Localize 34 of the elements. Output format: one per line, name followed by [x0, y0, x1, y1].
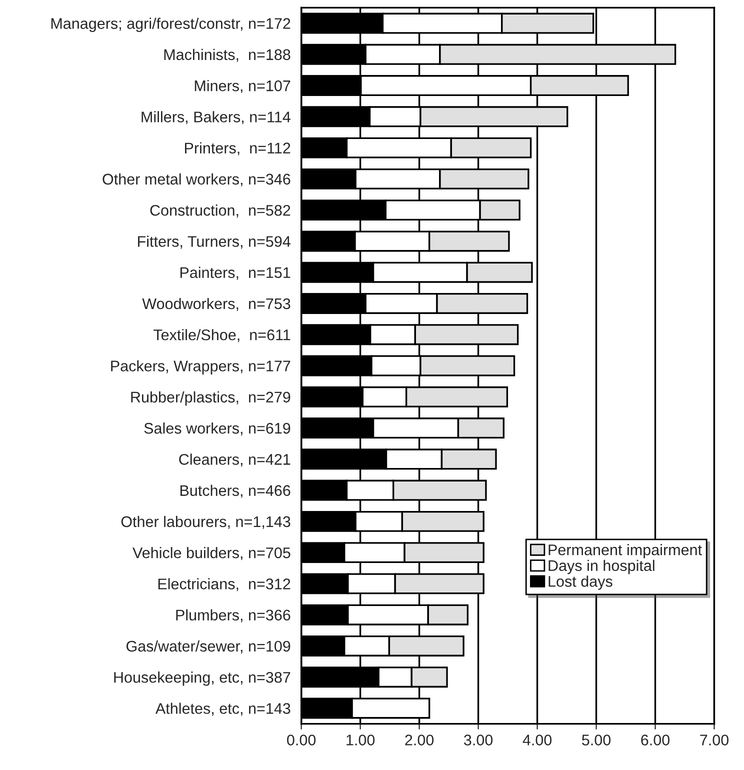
y-tick-label: Construction, n=582	[150, 204, 290, 218]
x-tick-label: 0.00	[287, 734, 316, 746]
y-tick-label: Housekeeping, etc, n=387	[114, 672, 290, 686]
y-tick-label: Plumbers, n=366	[176, 609, 290, 622]
x-tick-label: 4.00	[522, 734, 552, 746]
y-tick-label: Packers, Wrappers, n=177	[111, 360, 290, 374]
y-tick-label: Fitters, Turners, n=594	[138, 236, 290, 249]
x-tick-label: 7.00	[700, 734, 729, 746]
x-tick-label: 5.00	[582, 734, 611, 746]
legend-label: Lost days	[548, 576, 612, 590]
y-tick-label: Miners, n=107	[194, 80, 290, 94]
y-tick-label: Printers, n=112	[185, 142, 290, 156]
x-tick-label: 3.00	[464, 734, 493, 746]
y-tick-label: Managers; agri/forest/constr, n=172	[51, 18, 290, 32]
y-tick-label: Vehicle builders, n=705	[132, 547, 290, 560]
y-tick-label: Gas/water/sewer, n=109	[126, 640, 290, 654]
x-tick-label: 1.00	[346, 734, 375, 746]
y-tick-label: Woodworkers, n=753	[142, 298, 290, 311]
y-tick-label: Other labourers, n=1,143	[121, 516, 290, 529]
x-tick-label: 2.00	[405, 734, 434, 746]
y-tick-label: Butchers, n=466	[180, 484, 290, 498]
y-tick-label: Athletes, etc, n=143	[155, 702, 290, 716]
y-tick-label: Machinists, n=188	[164, 48, 290, 62]
legend-label: Permanent impairment	[548, 544, 702, 558]
y-tick-label: Sales workers, n=619	[144, 422, 290, 436]
y-tick-label: Other metal workers, n=346	[102, 173, 290, 186]
y-tick-label: Rubber/plastics, n=279	[131, 391, 290, 406]
y-tick-label: Textile/Shoe, n=611	[154, 329, 290, 342]
y-tick-label: Millers, Bakers, n=114	[142, 111, 290, 124]
x-tick-label: 6.00	[641, 734, 670, 746]
y-tick-label: Cleaners, n=421	[179, 454, 290, 467]
legend-label: Days in hospital	[548, 560, 654, 574]
y-tick-label: Electricians, n=312	[158, 578, 290, 592]
y-tick-label: Painters, n=151	[180, 266, 290, 280]
